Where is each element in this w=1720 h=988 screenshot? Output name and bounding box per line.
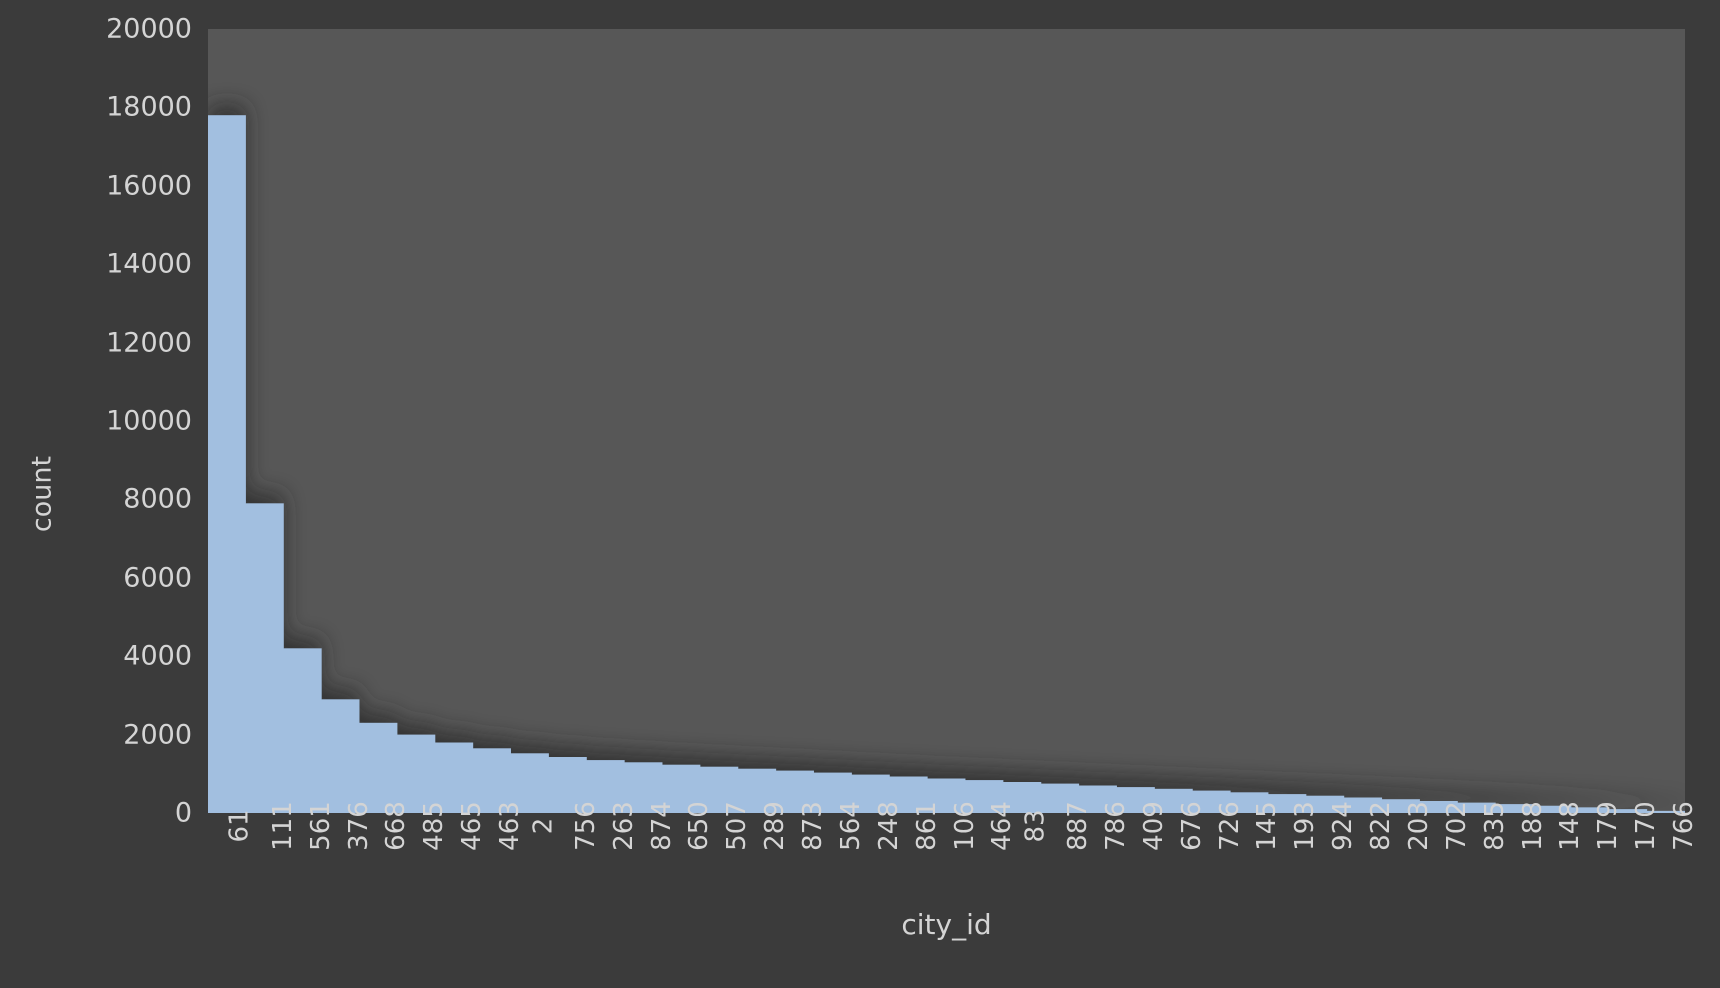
y-tick-label: 2000 <box>123 719 192 751</box>
y-axis-title: count <box>26 455 58 533</box>
y-tick-label: 0 <box>174 797 192 829</box>
x-tick-label: 148 <box>1532 801 1585 852</box>
y-tick-label: 18000 <box>106 91 192 123</box>
x-tick-label: 756 <box>548 801 601 852</box>
x-tick-label: 409 <box>1116 801 1169 852</box>
x-tick-label: 702 <box>1419 801 1472 852</box>
x-tick-label: 874 <box>624 801 676 852</box>
x-tick-label: 376 <box>321 801 373 852</box>
x-tick-label: 464 <box>964 801 1017 852</box>
x-tick-label: 83 <box>1002 809 1050 852</box>
y-tick-label: 12000 <box>106 327 192 359</box>
x-tick-label: 822 <box>1343 801 1396 852</box>
area-series-svg <box>208 115 1685 813</box>
area-fill-path <box>208 115 1685 813</box>
x-tick-label: 786 <box>1078 801 1131 852</box>
x-tick-label: 835 <box>1457 801 1510 852</box>
x-tick-label: 193 <box>1267 801 1320 852</box>
x-tick-label: 289 <box>737 801 790 852</box>
x-tick-label: 248 <box>851 801 904 852</box>
y-tick-label: 14000 <box>106 248 192 280</box>
x-tick-label: 650 <box>661 801 714 852</box>
x-tick-label: 179 <box>1570 801 1623 852</box>
x-tick-label: 463 <box>472 801 525 852</box>
x-tick-label: 465 <box>434 801 487 852</box>
x-tick-label: 861 <box>889 801 941 852</box>
y-tick-label: 16000 <box>106 170 192 202</box>
x-tick-label: 924 <box>1305 801 1358 852</box>
y-tick-label: 8000 <box>123 483 192 515</box>
x-tick-label: 564 <box>813 801 866 852</box>
x-tick-label: 106 <box>927 801 979 852</box>
x-tick-label: 873 <box>775 801 828 852</box>
x-tick-label: 2 <box>510 818 558 852</box>
x-tick-label: 766 <box>1646 801 1699 852</box>
x-tick-label: 203 <box>1381 801 1434 852</box>
x-tick-label: 263 <box>586 801 638 852</box>
x-tick-label: 145 <box>1229 801 1282 852</box>
x-tick-label: 111 <box>245 801 298 852</box>
x-axis-tick-labels: 61 111 561 376 668 485 465 463 2 756 263 874 650 507 2… <box>207 801 1699 922</box>
x-tick-label: 561 <box>283 801 335 852</box>
x-tick-label: 188 <box>1495 801 1547 852</box>
x-tick-label: 726 <box>1192 801 1244 852</box>
x-tick-label: 170 <box>1608 801 1661 852</box>
y-tick-label: 20000 <box>106 13 192 45</box>
y-tick-label: 4000 <box>123 640 192 672</box>
y-tick-label: 10000 <box>106 405 192 437</box>
x-tick-label: 485 <box>396 801 449 852</box>
y-tick-label: 6000 <box>123 562 192 594</box>
x-tick-label-text: 766 <box>1668 801 1699 851</box>
x-tick-label: 61 <box>207 809 255 852</box>
x-tick-label: 676 <box>1154 801 1207 852</box>
x-tick-label: 507 <box>699 801 752 852</box>
x-tick-label: 887 <box>1040 801 1093 852</box>
x-tick-label: 668 <box>358 801 411 852</box>
plot-area <box>208 29 1685 813</box>
x-axis-title: city_id <box>901 908 992 941</box>
